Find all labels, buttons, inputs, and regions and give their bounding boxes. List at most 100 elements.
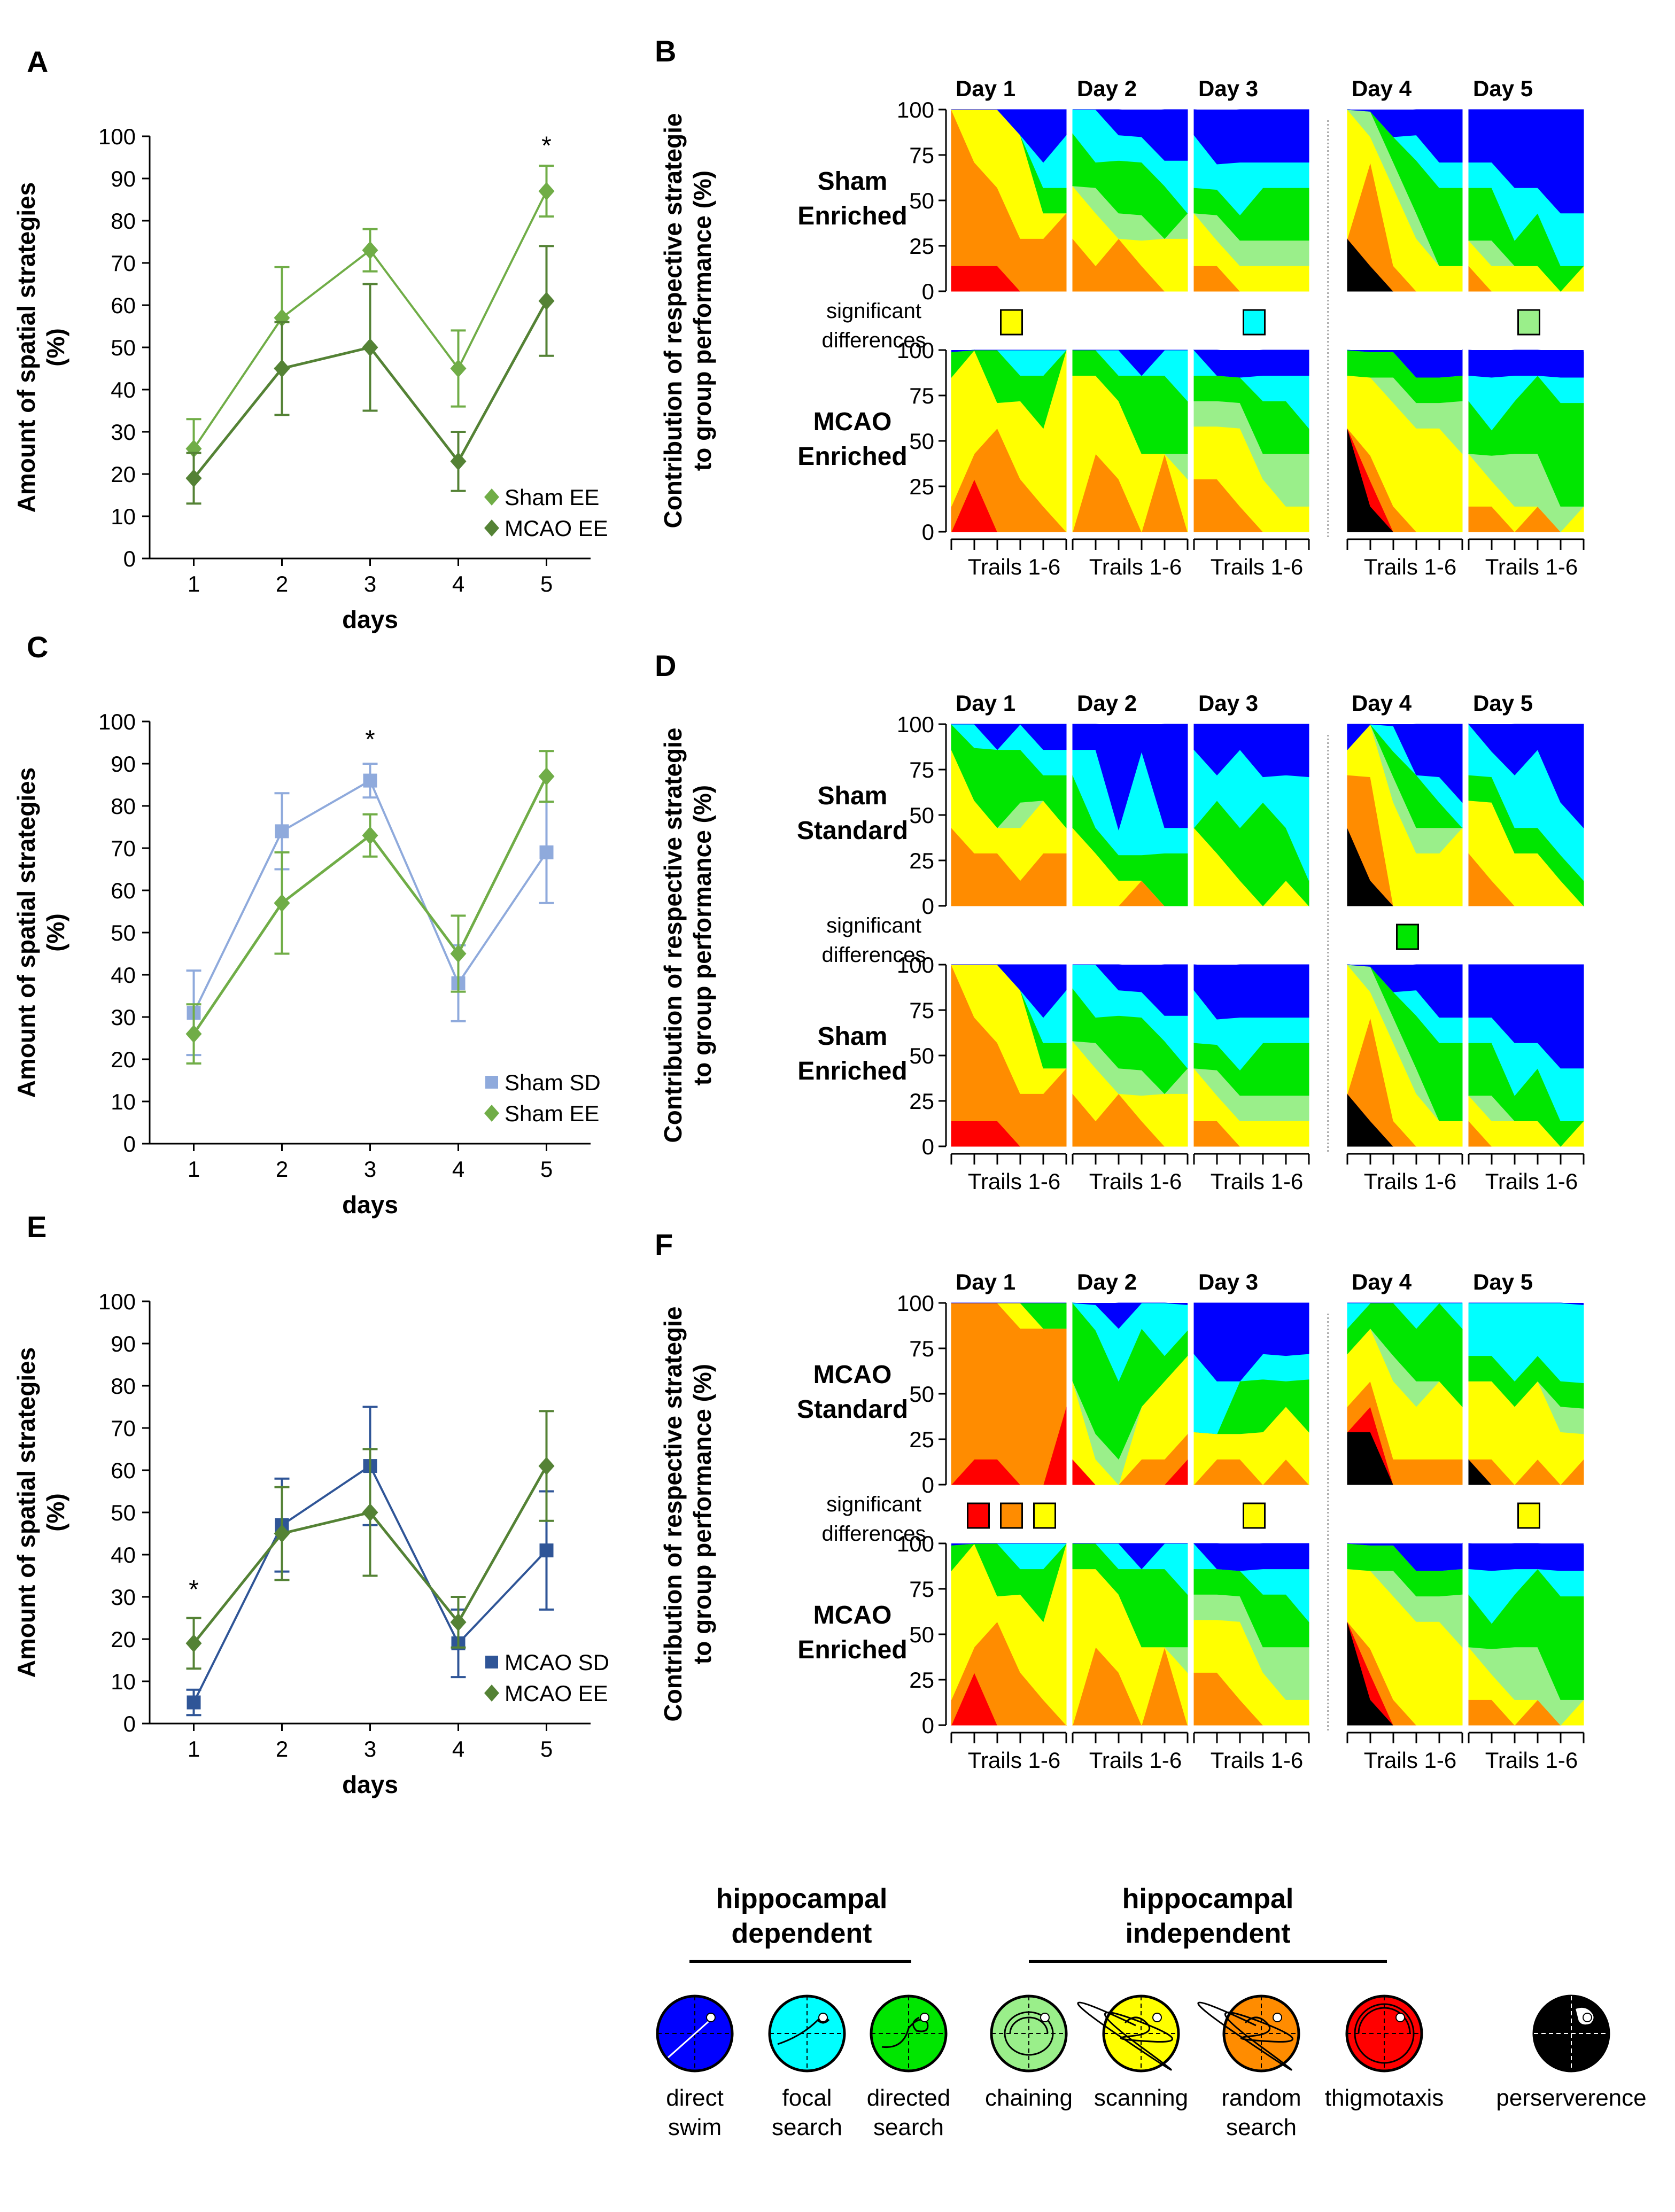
- legend-item-label: random: [1221, 2085, 1301, 2111]
- area-direct-swim: [1194, 110, 1309, 112]
- x-tick-label: 4: [452, 1157, 464, 1182]
- y-tick-label: 100: [98, 709, 136, 734]
- directed-search-icon: [870, 1994, 948, 2073]
- area-direct-swim: [951, 964, 1067, 1018]
- significance-label: differences: [822, 329, 926, 352]
- y-tick-label: 90: [111, 751, 136, 777]
- data-point: [185, 469, 202, 487]
- data-point: [185, 1634, 202, 1652]
- y-tick-label: 50: [909, 1622, 934, 1647]
- icon-platform: [920, 2013, 929, 2022]
- data-point: [538, 182, 555, 200]
- y-tick-label: 75: [909, 1336, 934, 1361]
- area-direct-swim: [1347, 965, 1462, 967]
- y-tick-label: 30: [111, 1585, 136, 1610]
- y-tick-label: 20: [111, 462, 136, 487]
- focal-search-icon: [768, 1994, 846, 2073]
- y-tick-label: 100: [98, 124, 136, 149]
- significance-asterisk: *: [541, 132, 552, 160]
- icon-path: [1004, 2011, 1054, 2056]
- group-header: dependent: [732, 1918, 872, 1949]
- icon-platform: [1583, 2013, 1592, 2022]
- area-direct-swim: [1194, 350, 1309, 352]
- x-axis-label: days: [342, 1771, 398, 1798]
- area-direct-swim: [951, 350, 1066, 352]
- data-point: [362, 1503, 378, 1522]
- y-tick-label: 0: [922, 894, 934, 919]
- group-label: Standard: [797, 817, 908, 845]
- area-direct-swim: [1194, 1543, 1309, 1546]
- area-direct-swim: [1193, 109, 1309, 165]
- y-axis-label-unit: to group performance (%): [688, 785, 716, 1085]
- group-label: MCAO: [813, 408, 892, 436]
- area-direct-swim: [1073, 964, 1188, 1016]
- group-header: independent: [1125, 1918, 1290, 1949]
- x-axis-label: Trails 1-6: [1211, 1169, 1303, 1194]
- significance-label: significant: [826, 1493, 921, 1516]
- y-tick-label: 10: [111, 1669, 136, 1694]
- significance-box: [967, 1502, 990, 1529]
- day-label: Day 2: [1077, 76, 1137, 101]
- y-tick-label: 75: [909, 757, 934, 782]
- data-point: [362, 826, 378, 845]
- group-label: Enriched: [797, 443, 907, 471]
- significance-box: [1000, 1502, 1023, 1529]
- icon-platform: [1395, 2013, 1405, 2022]
- significance-box: [1033, 1502, 1056, 1529]
- y-tick-label: 50: [909, 429, 934, 454]
- x-tick-label: 2: [276, 1736, 288, 1761]
- icon-platform: [1273, 2013, 1282, 2022]
- x-axis-label: Trails 1-6: [1089, 1169, 1182, 1194]
- group-label: Standard: [797, 1395, 908, 1424]
- group-label: Enriched: [797, 1057, 907, 1085]
- area-direct-swim: [1073, 110, 1188, 112]
- group-label: Enriched: [797, 1636, 907, 1664]
- x-axis-label: Trails 1-6: [1364, 1169, 1456, 1194]
- area-direct-swim: [1193, 964, 1309, 1020]
- y-axis-label: Amount of spatial strategies: [12, 1347, 40, 1678]
- legend-item-label: search: [1226, 2114, 1297, 2140]
- y-tick-label: 20: [111, 1627, 136, 1652]
- day-label: Day 5: [1473, 1269, 1533, 1294]
- data-point: [538, 1457, 555, 1476]
- area-direct-swim: [1469, 1303, 1584, 1305]
- y-tick-label: 40: [111, 377, 136, 402]
- significance-box: [1243, 309, 1266, 336]
- group-header: hippocampal: [716, 1883, 888, 1914]
- significance-box: [1517, 1502, 1540, 1529]
- y-tick-label: 40: [111, 1542, 136, 1567]
- x-tick-label: 3: [364, 1736, 376, 1761]
- panel-label: F: [655, 1228, 673, 1261]
- group-label: MCAO: [813, 1361, 892, 1389]
- x-axis-label: Trails 1-6: [1364, 554, 1456, 579]
- x-tick-label: 4: [452, 1736, 464, 1761]
- x-axis-label: Trails 1-6: [1485, 554, 1578, 579]
- x-tick-label: 1: [188, 1736, 200, 1761]
- panel-label: C: [27, 630, 48, 664]
- icon-platform: [706, 2013, 716, 2022]
- significance-label: differences: [822, 1522, 926, 1546]
- area-direct-swim: [1347, 350, 1462, 377]
- panel-label: B: [655, 34, 676, 68]
- y-tick-label: 75: [909, 143, 934, 168]
- legend-label: MCAO EE: [505, 516, 608, 541]
- panel-c-line-chart: C 0 10 20 30 40 50 60 70 80 90 100 1 2 3 4 5 days Amount o…: [12, 630, 601, 1218]
- day-label: Day 1: [956, 1269, 1015, 1294]
- data-point: [274, 894, 290, 912]
- data-point: [275, 824, 289, 839]
- area-direct-swim: [1073, 350, 1188, 376]
- x-axis-label: days: [342, 1191, 398, 1218]
- legend-item-label: thigmotaxis: [1325, 2085, 1444, 2111]
- area-direct-swim: [1073, 109, 1188, 161]
- area-direct-swim: [1073, 1303, 1188, 1305]
- significance-box: [1243, 1502, 1266, 1529]
- legend-item-label: swim: [668, 2114, 722, 2140]
- area-direct-swim: [1073, 965, 1188, 967]
- y-axis-label-unit: (%): [42, 913, 69, 952]
- day-label: Day 3: [1198, 76, 1258, 101]
- y-tick-label: 50: [111, 335, 136, 360]
- panel-label: E: [27, 1210, 46, 1244]
- x-axis-label: Trails 1-6: [1485, 1169, 1578, 1194]
- y-tick-label: 80: [111, 208, 136, 234]
